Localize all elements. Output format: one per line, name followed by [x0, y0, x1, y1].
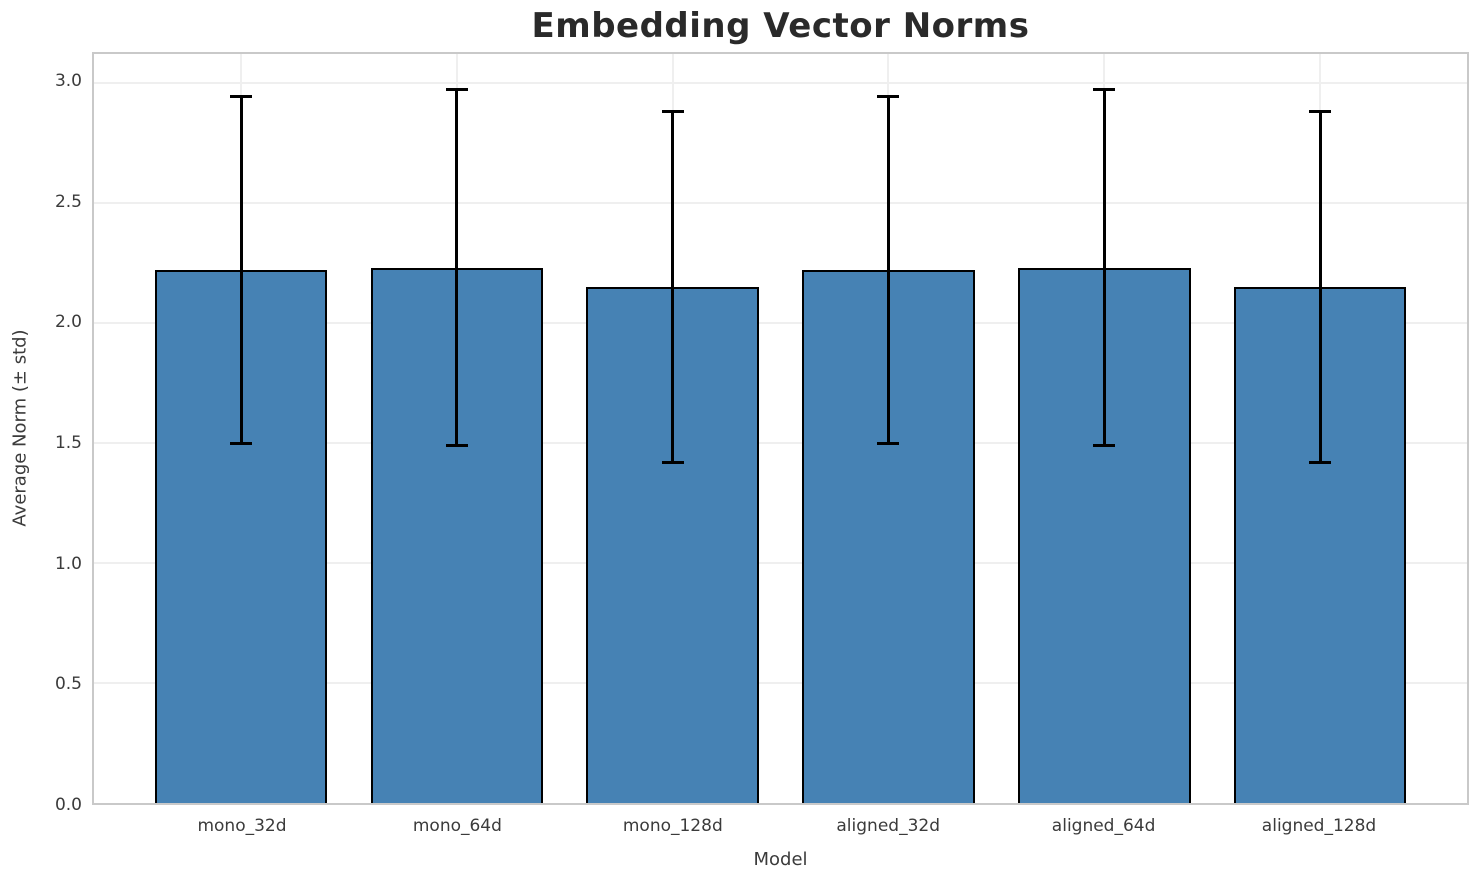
y-tick-label: 0.0: [54, 795, 82, 815]
horizontal-gridline: [94, 441, 1467, 444]
y-tick-label: 0.5: [54, 674, 82, 695]
y-tick-label: 2.0: [54, 312, 82, 333]
horizontal-gridline: [94, 321, 1467, 324]
error-bar-cap-top: [877, 95, 900, 99]
horizontal-gridline: [94, 81, 1467, 84]
error-bar-cap-bottom: [1093, 444, 1116, 448]
error-bar-line: [886, 97, 890, 443]
error-bar-line: [671, 111, 675, 463]
horizontal-gridline: [94, 681, 1467, 684]
y-tick-label: 2.5: [54, 191, 82, 212]
error-bar-cap-top: [445, 88, 468, 92]
x-tick-label-aligned_32d: aligned_32d: [836, 816, 940, 836]
error-bar-cap-top: [661, 109, 684, 113]
x-axis-label: Model: [753, 849, 808, 870]
y-tick-label: 1.0: [54, 553, 82, 574]
error-bar-cap-bottom: [877, 441, 900, 445]
chart-title: Embedding Vector Norms: [531, 6, 1030, 46]
error-bar-cap-bottom: [661, 461, 684, 465]
x-tick-label-mono_64d: mono_64d: [412, 816, 502, 836]
bar-slot: [781, 54, 997, 803]
bar-slot: [565, 54, 781, 803]
bar-slot: [349, 54, 565, 803]
error-bar-line: [1318, 111, 1322, 463]
y-tick-label: 3.0: [54, 70, 82, 91]
error-bar-cap-bottom: [230, 441, 253, 445]
plot-area: [92, 52, 1469, 805]
x-tick-label-aligned_128d: aligned_128d: [1261, 816, 1377, 836]
bars-row: [94, 54, 1467, 803]
x-tick-label-aligned_64d: aligned_64d: [1051, 816, 1156, 836]
error-bar-cap-top: [1309, 109, 1331, 113]
error-bar-line: [1102, 90, 1106, 446]
error-bar-cap-top: [230, 95, 253, 99]
y-axis-label: Average Norm (± std): [9, 329, 31, 527]
horizontal-gridline: [94, 561, 1467, 564]
bar-slot: [133, 54, 349, 803]
error-bar-cap-bottom: [445, 444, 468, 448]
horizontal-gridline: [94, 201, 1467, 204]
bar-slot: [996, 54, 1212, 803]
error-bar-line: [239, 97, 243, 443]
x-tick-label-mono_32d: mono_32d: [197, 816, 287, 836]
bar-slot: [1212, 54, 1428, 803]
error-bar-cap-bottom: [1309, 461, 1331, 465]
x-tick-label-mono_128d: mono_128d: [622, 816, 723, 836]
y-tick-label: 1.5: [54, 432, 82, 453]
error-bar-line: [455, 90, 459, 446]
error-bar-cap-top: [1093, 88, 1116, 92]
x-axis-ticks: mono_32d mono_64d mono_128d aligned_32d alig…: [92, 816, 1469, 836]
